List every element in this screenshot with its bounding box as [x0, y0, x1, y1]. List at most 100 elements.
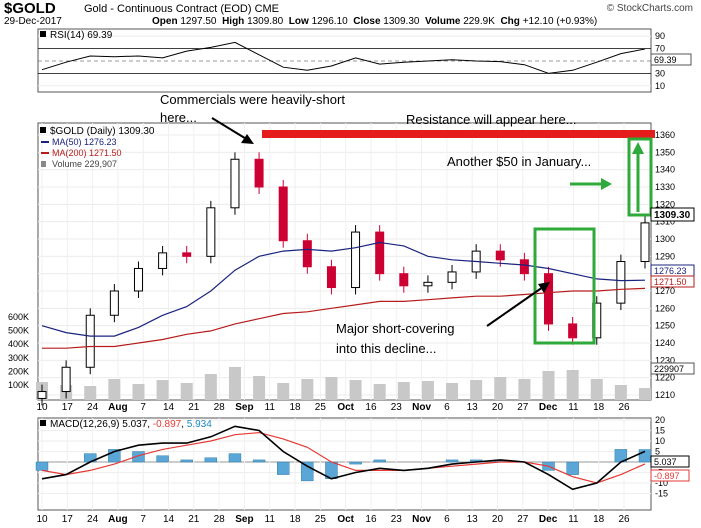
resistance-line [262, 130, 655, 138]
x-tick: 21 [188, 514, 200, 525]
x-tick: 28 [214, 402, 226, 413]
candle-body [61, 366, 71, 393]
candle-body [85, 314, 95, 368]
ma200-line [42, 287, 646, 349]
ma50-line [41, 241, 646, 337]
arrow-icon [241, 134, 254, 144]
price-tick: 1340 [655, 165, 675, 175]
candle-body [447, 271, 457, 283]
candle-body [423, 281, 433, 287]
candle-body [254, 158, 264, 188]
macd-badge: 5.037 [654, 457, 677, 467]
rsi-tick: 10 [655, 81, 665, 91]
candle-body [230, 158, 240, 209]
macd-tick: 20 [655, 415, 665, 425]
value-badges: 69.39 1309.30 1276.23 1271.50 229907 5.0… [650, 53, 695, 482]
macd-histogram-bar [35, 461, 49, 471]
volume-bar [108, 379, 121, 400]
x-tick: 11 [265, 402, 276, 413]
macd-histogram-bar [132, 451, 145, 463]
x-tick: 23 [391, 402, 403, 413]
annotations: Resistance will appear here... Commercia… [160, 92, 655, 356]
x-tick: Dec [539, 402, 558, 413]
macd-histogram-bar [566, 461, 579, 475]
rsi-panel [37, 28, 652, 93]
candle-body [351, 231, 361, 289]
candle-body [278, 186, 288, 242]
x-tick: Nov [412, 402, 431, 413]
x-tick: 11 [568, 514, 579, 525]
price-tick: 1210 [655, 390, 675, 400]
macd-histogram-bar [156, 455, 169, 463]
volume-bar [253, 376, 266, 400]
volume-bar [156, 380, 169, 400]
quote-date: 29-Dec-2017 [4, 16, 62, 27]
commercials-annotation-line2: here... [160, 110, 197, 125]
candle-body [133, 267, 143, 292]
price-tick: 1350 [655, 147, 675, 157]
volume-bar [639, 388, 651, 400]
price-legend: $GOLD (Daily) 1309.30 MA(50) 1276.23 MA(… [40, 126, 155, 169]
x-tick: 25 [315, 402, 327, 413]
macd-tick: -10 [655, 478, 668, 488]
candle-body [519, 259, 529, 275]
volume-bar [228, 367, 241, 400]
rsi-series [41, 41, 646, 74]
price-tick: 1270 [655, 286, 675, 296]
price-tick: 1220 [655, 373, 675, 383]
volume-bars [36, 367, 651, 400]
candle-body [495, 250, 505, 261]
volume-tick: 300K [8, 353, 29, 363]
candle-body [568, 323, 578, 339]
x-tick: 7 [140, 514, 146, 525]
x-tick: 18 [593, 514, 605, 525]
volume-tick: 400K [8, 339, 29, 349]
macd-histogram-bar [301, 461, 314, 482]
x-tick: 17 [62, 402, 74, 413]
rsi-badge: 69.39 [654, 55, 677, 65]
x-tick: 24 [87, 514, 99, 525]
volume-bar [349, 380, 362, 400]
target-box [627, 137, 653, 217]
candle-body [206, 207, 216, 257]
x-tick: 25 [315, 514, 327, 525]
copyright: © StockCharts.com [606, 3, 693, 14]
x-tick: 6 [444, 402, 450, 413]
volume-tick: 100K [8, 380, 29, 390]
macd-line [41, 425, 646, 491]
macd-tick: 10 [655, 436, 665, 446]
x-tick: 14 [163, 402, 175, 413]
resistance-annotation: Resistance will appear here... [406, 112, 577, 127]
macd-tick: 5 [655, 447, 660, 457]
macd-histogram-bar [180, 459, 193, 463]
candle-body [544, 273, 554, 325]
axis-labels: 1360135013401330132013101300129012801270… [8, 31, 675, 525]
volume-tick: 500K [8, 326, 29, 336]
volume-tick: 200K [8, 366, 29, 376]
another-annotation: Another $50 in January... [447, 154, 591, 169]
ma50-legend: MA(50) 1276.23 [52, 137, 117, 147]
price-tick: 1330 [655, 182, 675, 192]
x-tick: 20 [492, 402, 504, 413]
x-tick: 28 [214, 514, 226, 525]
volume-bar [518, 379, 531, 400]
rsi-tick: 30 [655, 68, 665, 78]
x-tick: 7 [140, 402, 146, 413]
volume-bar [397, 382, 410, 400]
short-cover-annotation-line2: into this decline... [336, 341, 436, 356]
quote-line: Open 1297.50 High 1309.80 Low 1296.10 Cl… [152, 16, 598, 27]
x-tick: 10 [36, 514, 48, 525]
macd-signal-line [41, 431, 646, 484]
candle-body [375, 231, 385, 275]
exchange: CME [254, 3, 280, 15]
macd-panel [37, 417, 652, 511]
volume-bar [373, 384, 386, 400]
macd-histogram-bar [204, 457, 218, 463]
x-tick: 18 [593, 402, 605, 413]
volume-bar [180, 383, 193, 400]
price-tick: 1320 [655, 199, 675, 209]
x-tick: 14 [163, 514, 175, 525]
x-tick: 11 [265, 514, 276, 525]
volume-bar [204, 374, 217, 400]
